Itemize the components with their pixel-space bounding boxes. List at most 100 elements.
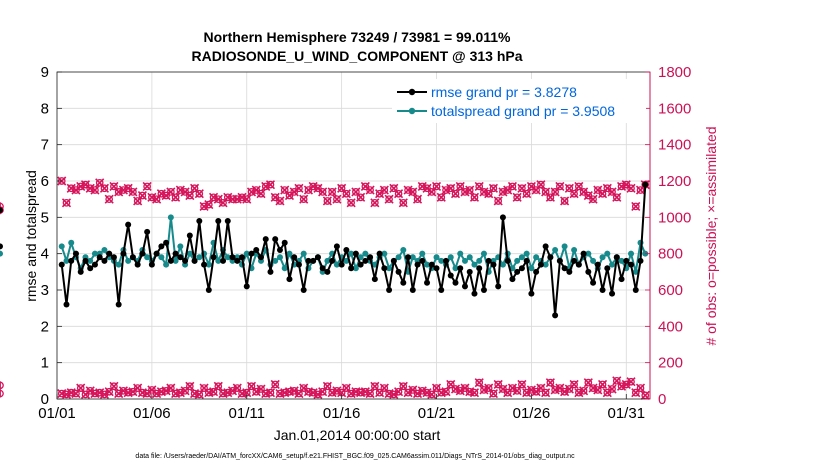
obs-marker-cross-b xyxy=(246,381,257,391)
y-left-tick-label-6: 6 xyxy=(41,173,49,190)
obs-marker-cross-b xyxy=(109,381,119,391)
obs-marker-cross-b xyxy=(275,196,285,206)
obs-marker-cross-b xyxy=(469,388,480,398)
obs-marker-cross-b xyxy=(185,381,195,391)
obs-assimilated-point-44 xyxy=(265,388,276,398)
obs-marker-ring xyxy=(622,180,631,189)
obs-marker-ring xyxy=(72,186,80,194)
spread-point-9 xyxy=(101,247,108,254)
obs-marker-ring xyxy=(0,381,4,390)
rmse-point-96 xyxy=(514,268,521,275)
obs-possible-point-121 xyxy=(631,201,641,211)
obs-marker-ring xyxy=(608,188,616,196)
obs-marker-ring xyxy=(233,384,242,392)
obs-marker-cross-b xyxy=(384,388,394,399)
y-axis-label-left: rmse and totalspread xyxy=(23,170,39,302)
obs-marker-cross-b xyxy=(289,386,299,396)
rmse-point-116 xyxy=(609,290,616,297)
legend-rmse-label: rmse grand pr = 3.8278 xyxy=(431,84,577,100)
rmse-point-75 xyxy=(414,261,421,268)
spread-point-48 xyxy=(286,250,293,257)
obs-marker-cross-b xyxy=(446,183,456,193)
obs-marker-cross-b xyxy=(564,183,574,193)
obs-marker-cross-b xyxy=(313,183,323,193)
rmse-point-28 xyxy=(191,257,198,264)
spread-point-33 xyxy=(215,257,222,264)
spread-point-88 xyxy=(476,257,483,264)
obs-marker-cross-b xyxy=(441,387,451,397)
obs-marker-ring xyxy=(461,384,469,392)
obs-marker-cross-b xyxy=(631,201,641,211)
rmse-point-31 xyxy=(205,287,212,293)
obs-marker-cross-b xyxy=(294,183,304,193)
obs-marker-cross-b xyxy=(588,194,598,204)
rmse-point-122 xyxy=(637,257,644,264)
obs-marker-cross-b xyxy=(474,378,484,388)
obs-possible-point-91 xyxy=(488,183,499,193)
spread-point-46 xyxy=(276,254,283,261)
obs-marker-cross-b xyxy=(213,194,223,204)
rmse-point-11 xyxy=(110,254,117,261)
rmse-point-98 xyxy=(523,257,530,264)
obs-marker-cross-b xyxy=(171,192,181,202)
obs-marker-cross-b xyxy=(389,183,399,193)
obs-possible-point-95 xyxy=(507,181,517,192)
obs-marker-cross-b xyxy=(337,183,347,193)
obs-marker-cross-b xyxy=(299,383,309,393)
obs-marker-cross-b xyxy=(555,383,565,393)
obs-marker-cross-b xyxy=(583,190,593,201)
rmse-point-3 xyxy=(72,250,79,257)
obs-possible-point-39 xyxy=(242,194,252,204)
obs-marker-cross-b xyxy=(133,383,143,393)
obs-marker-ring xyxy=(565,184,574,193)
rmse-point-88 xyxy=(476,265,483,272)
rmse-point-97 xyxy=(518,265,525,272)
obs-marker-ring xyxy=(503,186,512,194)
obs-marker-ring xyxy=(105,195,114,204)
obs-possible-point-98 xyxy=(522,189,532,199)
rmse-point-117 xyxy=(613,254,620,261)
y-right-tick-label-3: 600 xyxy=(658,282,683,299)
obs-marker-ring xyxy=(200,384,208,392)
obs-marker-ring xyxy=(584,191,593,200)
obs-marker-ring xyxy=(318,387,327,396)
rmse-point-16 xyxy=(134,261,141,268)
obs-assimilated-point-72 xyxy=(398,381,408,391)
rmse-point-85 xyxy=(461,283,468,290)
obs-possible-point-60 xyxy=(341,189,351,199)
spread-point-115 xyxy=(604,250,611,257)
obs-marker-ring xyxy=(247,382,256,391)
y-left-tick-label-8: 8 xyxy=(41,100,49,117)
obs-marker-ring xyxy=(546,378,555,387)
obs-marker-ring xyxy=(427,390,436,399)
rmse-point-125 xyxy=(0,207,3,214)
obs-assimilated-point-113 xyxy=(593,385,603,395)
rmse-point-21 xyxy=(158,243,165,250)
obs-assimilated-point-110 xyxy=(579,386,589,396)
rmse-point-20 xyxy=(153,250,160,257)
obs-marker-ring xyxy=(299,384,308,392)
obs-marker-ring xyxy=(589,195,597,204)
spread-point-104 xyxy=(552,247,559,254)
spread-point-121 xyxy=(632,268,639,275)
obs-marker-ring xyxy=(503,388,512,397)
obs-marker-cross-b xyxy=(422,388,432,398)
obs-marker-cross-b xyxy=(569,379,579,390)
obs-marker-cross-b xyxy=(313,389,323,400)
x-tick-label-6: 01/31 xyxy=(608,405,646,422)
obs-marker-cross-b xyxy=(488,388,499,399)
obs-marker-ring xyxy=(465,186,474,194)
x-tick-label-1: 01/06 xyxy=(133,405,171,422)
obs-marker-cross-b xyxy=(607,187,617,197)
obs-marker-cross-b xyxy=(621,180,631,190)
obs-marker-ring xyxy=(627,377,635,386)
obs-possible-point-72 xyxy=(398,198,408,208)
obs-marker-cross-b xyxy=(360,181,370,192)
obs-marker-cross-b xyxy=(327,388,337,398)
obs-marker-cross-b xyxy=(280,185,290,195)
rmse-point-5 xyxy=(82,257,89,264)
obs-marker-ring xyxy=(314,184,322,193)
obs-marker-cross-b xyxy=(398,198,408,208)
rmse-point-46 xyxy=(276,247,283,254)
